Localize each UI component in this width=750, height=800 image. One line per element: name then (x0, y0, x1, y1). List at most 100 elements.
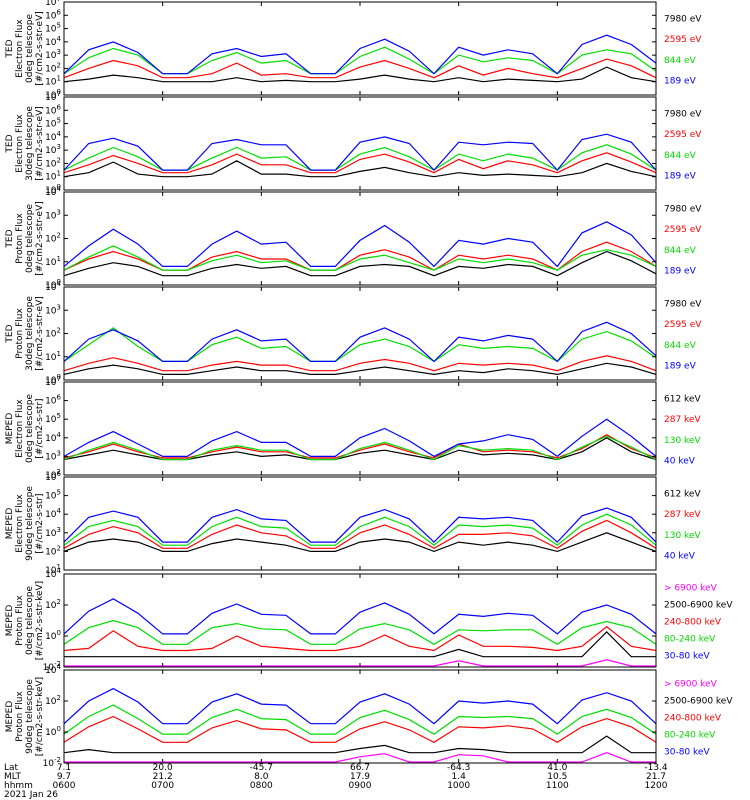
panel-5-frame (63, 381, 657, 476)
panel-4-ytick-label: 102 (45, 327, 61, 340)
panel-5-ytick-label: 105 (45, 412, 61, 425)
xaxis-row-value: 0700 (151, 781, 174, 791)
xaxis-row-value: 9.7 (57, 772, 71, 782)
panel-4-series-2-trace (63, 355, 657, 372)
panel-6-ylabel-line: [#/cm2-s-str] (35, 493, 45, 553)
panel-6-legend-entry: 40 keV (664, 552, 696, 562)
xaxis-row-value: -45.7 (250, 763, 273, 773)
panel-7-ylabel-line: MEPED (5, 605, 15, 637)
xaxis-row-label: MLT (4, 772, 22, 782)
panel-5-series-2-trace (63, 434, 657, 459)
panel-6-frame (63, 476, 657, 571)
panel-7-series-4-trace (63, 619, 657, 646)
panel-1-ytick-label: 106 (45, 8, 61, 21)
panel-2-legend-entry: 2595 eV (664, 130, 702, 140)
panel-1-ylabel-line: [#/cm2-s-str-eV] (35, 11, 45, 86)
xaxis-row-value: 1.4 (452, 772, 467, 782)
panel-2-legend-entry: 844 eV (664, 151, 697, 161)
panel-8-series-4-trace (63, 704, 657, 735)
panel-2-series-1-trace (63, 160, 657, 178)
panel-5-ytick-label: 107 (45, 375, 61, 388)
panel-2-series-4-trace (63, 133, 657, 172)
xaxis-row-value: 20.0 (153, 763, 173, 773)
panel-6-legend-entry: 287 keV (664, 510, 701, 520)
panel-2-legend-entry: 7980 eV (664, 110, 702, 120)
panel-3-legend-entry: 7980 eV (664, 205, 702, 215)
panel-4-ylabel-line: [#/cm2-s-str-eV] (35, 296, 45, 371)
panel-1-ytick-label: 104 (45, 35, 61, 48)
panel-7-legend-entry: 2500-6900 keV (664, 601, 733, 611)
panel-2-ylabel-line: TED (5, 134, 15, 153)
panel-1-legend-entry: 7980 eV (664, 15, 702, 25)
xaxis-row-value: 1000 (447, 781, 470, 791)
panel-5-ylabel-line: Electron Flux (15, 399, 25, 458)
panel-7-series-2-trace (64, 631, 656, 658)
panel-3-ytick-label: 102 (45, 232, 61, 245)
panel-2-ylabel-line: [#/cm2-s-str-eV] (35, 106, 45, 181)
panel-8-ylabel-line: Proton Flux (15, 691, 25, 742)
panel-7-series-3-trace (63, 625, 657, 652)
panel-7-frame (63, 573, 657, 668)
panel-7-ylabel-line: Proton Flux (15, 595, 25, 646)
panel-1-ytick-label: 100 (45, 88, 61, 101)
panel-1-ytick-label: 101 (45, 75, 61, 88)
panel-8-legend-entry: 80-240 keV (664, 730, 716, 740)
panel-2-ytick-label: 101 (45, 170, 61, 183)
panel-2-ylabel-line: Electron Flux (15, 114, 25, 173)
panel-3-ylabel-line: 0deg telescope (25, 204, 35, 274)
panel-1-legend-entry: 844 eV (664, 56, 697, 66)
panel-6-ytick-label: 101 (45, 563, 61, 576)
xaxis-row-value: 8.0 (254, 772, 269, 782)
xaxis-row-value: -64.3 (447, 763, 470, 773)
xaxis-row-value: 0800 (250, 781, 273, 791)
panel-3-ytick-label: 100 (45, 278, 61, 291)
panel-2-ytick-label: 106 (45, 103, 61, 116)
panel-5-series-4-trace (63, 418, 657, 458)
panel-3-series-3-trace (63, 245, 657, 271)
panel-6-series-3-trace (63, 513, 657, 546)
xaxis-row-value: 21.2 (153, 772, 173, 782)
panel-4-ytick-label: 100 (45, 373, 61, 386)
panel-1-series-2-trace (63, 58, 657, 79)
panel-7-ytick-label: 100 (45, 629, 61, 642)
panel-7-legend-entry: 240-800 keV (664, 618, 722, 628)
panel-4-ytick-label: 103 (45, 303, 61, 316)
panel-7-legend-entry: 80-240 keV (664, 634, 716, 644)
panel-1-ytick-label: 103 (45, 48, 61, 61)
panel-1-ytick-label: 105 (45, 22, 61, 35)
panel-6-ytick-label: 102 (45, 544, 61, 557)
panel-8-ytick-label: 102 (45, 694, 61, 707)
panel-1-ylabel-line: 0deg telescope (25, 14, 35, 84)
panel-6-ylabel-line: 90deg telescope (25, 486, 35, 561)
panel-8-legend-entry: > 6900 keV (664, 680, 718, 690)
panel-8-legend-entry: 2500-6900 keV (664, 697, 733, 707)
panel-4-series-4-trace (63, 321, 657, 363)
panel-6-ylabel-line: Electron Flux (15, 494, 25, 553)
panel-4-ytick-label: 104 (45, 280, 61, 293)
panel-8-ytick-label: 100 (45, 725, 61, 738)
panel-6-series-1-trace (63, 532, 657, 553)
panel-3-ytick-label: 103 (45, 208, 61, 221)
panel-7-ytick-label: 102 (45, 598, 61, 611)
panel-3-ytick-label: 104 (45, 185, 61, 198)
panel-3-series-4-trace (63, 221, 657, 268)
panel-1-legend-entry: 2595 eV (664, 35, 702, 45)
panel-6-ytick-label: 105 (45, 489, 61, 502)
panel-6-ytick-label: 106 (45, 470, 61, 483)
panel-5-ytick-label: 104 (45, 431, 61, 444)
panel-5-series-3-trace (63, 435, 657, 461)
panel-3-series-1-trace (63, 250, 657, 277)
xaxis-row-value: 17.9 (350, 772, 370, 782)
panel-5-legend-entry: 40 keV (664, 457, 696, 467)
panel-4-ylabel-line: TED (5, 324, 15, 343)
panel-3-ytick-label: 101 (45, 255, 61, 268)
panel-4-ylabel-line: 30deg telescope (25, 296, 35, 371)
panel-7-legend-entry: 30-80 keV (664, 651, 710, 661)
xaxis-row-value: 21.7 (646, 772, 666, 782)
panel-8-series-3-trace (63, 715, 657, 743)
panel-4-legend-entry: 189 eV (664, 362, 697, 372)
panel-6-series-2-trace (63, 519, 657, 549)
panel-2-ytick-label: 104 (45, 130, 61, 143)
xaxis-row-value: 1100 (546, 781, 569, 791)
